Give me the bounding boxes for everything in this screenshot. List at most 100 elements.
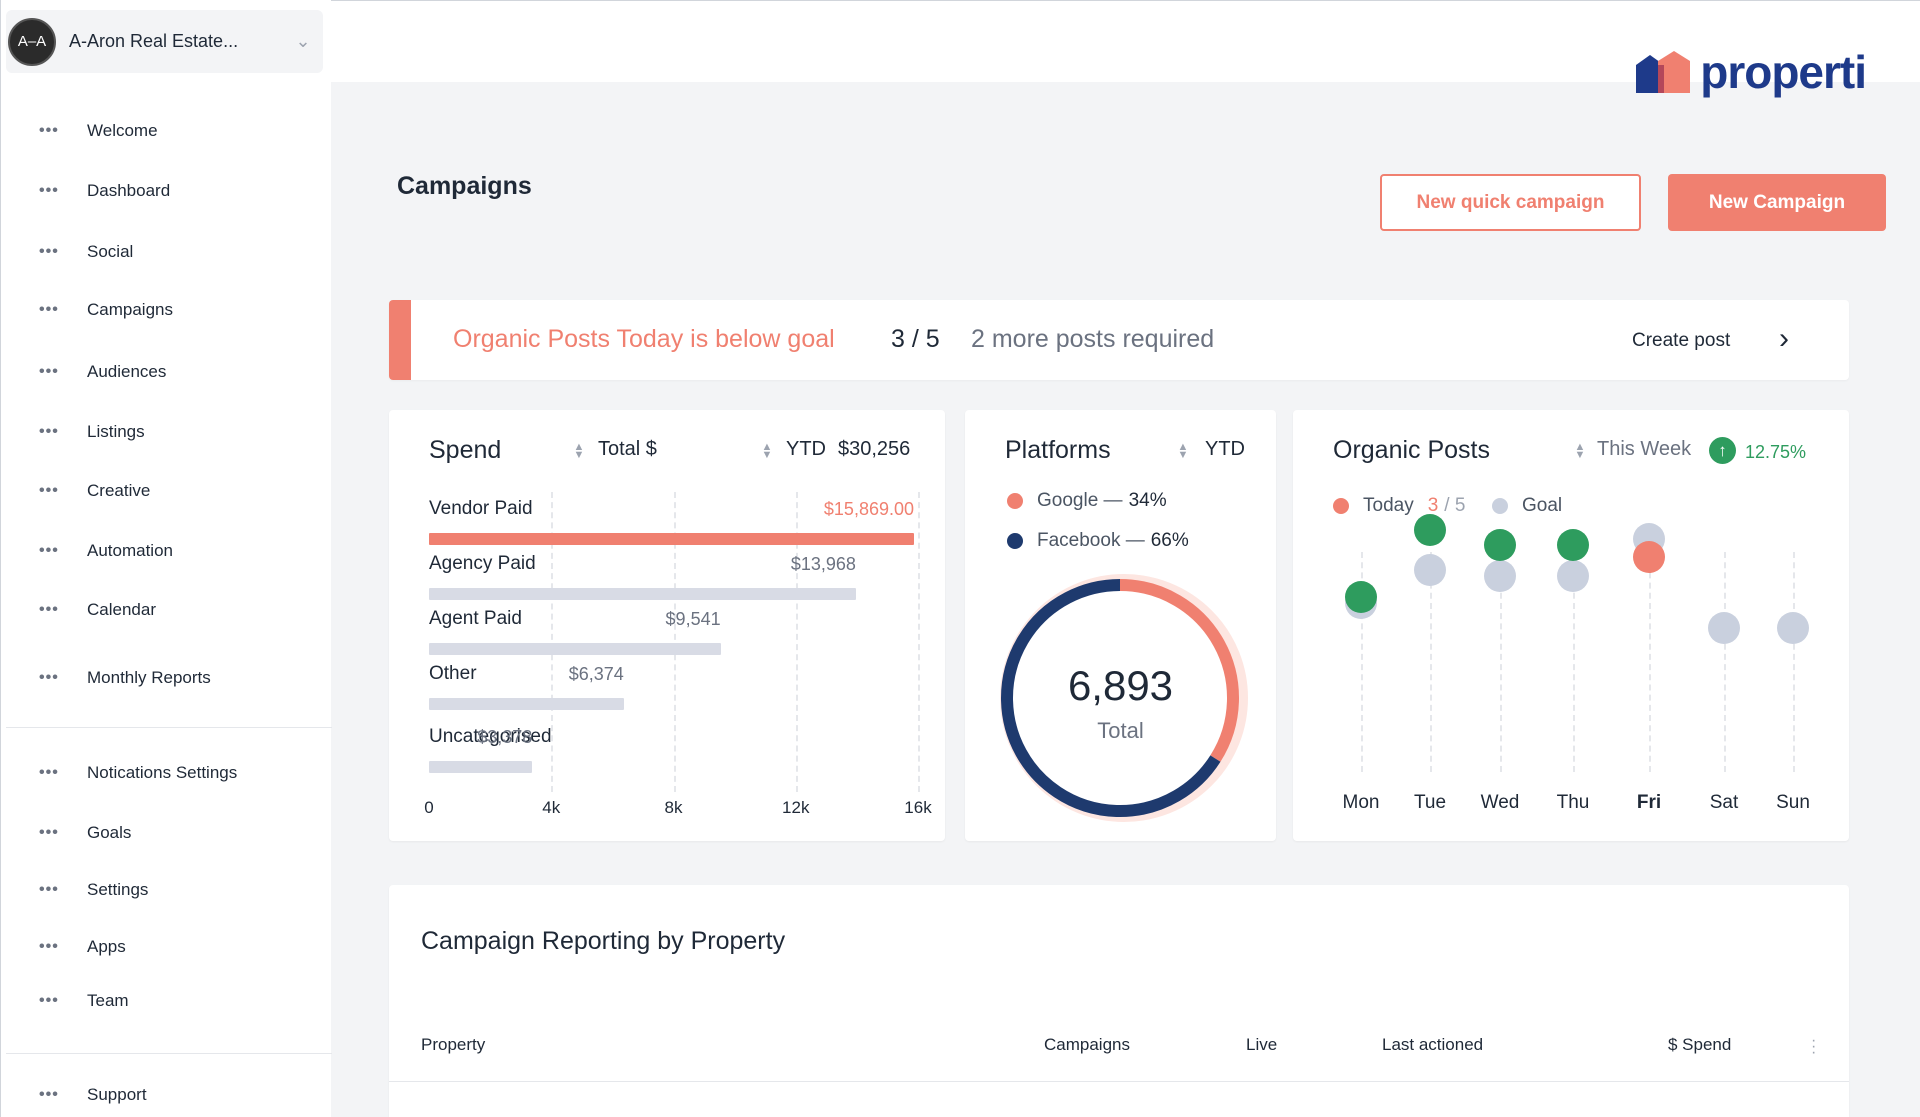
page-title: Campaigns (397, 172, 532, 200)
today-goal: / 5 (1444, 495, 1466, 516)
sort-icon[interactable]: ▲ ▼ (1177, 441, 1189, 461)
goal-dot[interactable] (1777, 612, 1809, 644)
dots-icon: ••• (39, 938, 59, 955)
bar-value-label: $3,378 (477, 727, 533, 747)
legend-label: Goal (1522, 495, 1563, 516)
day-label: Thu (1556, 792, 1590, 813)
goal-dot[interactable] (1484, 559, 1516, 592)
column-header-property[interactable]: Property (421, 1035, 486, 1054)
sidebar-item-apps[interactable]: ••• Apps (39, 932, 126, 962)
sidebar-item-label: Listings (87, 422, 145, 441)
sidebar-item-label: Automation (87, 541, 173, 560)
sort-icon[interactable]: ▲ ▼ (1574, 441, 1586, 461)
sidebar-item-label: Calendar (87, 600, 156, 619)
campaign-reporting-card: Campaign Reporting by Property Property … (389, 885, 1849, 1117)
spend-period[interactable]: YTD (786, 438, 826, 460)
legend-dot (1492, 498, 1508, 514)
platforms-title: Platforms (1005, 436, 1111, 464)
spend-bar[interactable] (429, 698, 624, 710)
column-header-campaigns[interactable]: Campaigns (1044, 1035, 1130, 1054)
donut-slice-google[interactable] (1119, 579, 1239, 762)
chevron-right-icon[interactable]: › (1779, 322, 1789, 355)
nav-divider (6, 1053, 332, 1054)
sidebar-item-settings[interactable]: ••• Settings (39, 875, 148, 905)
dots-icon: ••• (39, 301, 59, 318)
column-header-spend[interactable]: $ Spend (1668, 1035, 1732, 1054)
legend-dot (1007, 493, 1023, 509)
table-divider (389, 1081, 1849, 1082)
alert-count: 3 / 5 (891, 325, 940, 353)
today-dot[interactable] (1557, 529, 1589, 562)
today-dot[interactable] (1633, 541, 1665, 574)
bar-value-label: $6,374 (568, 664, 624, 684)
x-tick-label: 16k (904, 798, 932, 817)
donut-slice-facebook[interactable] (1001, 579, 1221, 817)
spend-bar[interactable] (429, 761, 533, 773)
dots-icon: ••• (39, 824, 59, 841)
sidebar-item-calendar[interactable]: ••• Calendar (39, 595, 156, 625)
sidebar-item-creative[interactable]: ••• Creative (39, 476, 150, 506)
sidebar-item-label: Campaigns (87, 300, 173, 319)
sort-icon[interactable]: ▲ ▼ (573, 441, 585, 461)
grid-line (795, 492, 798, 792)
platforms-period[interactable]: YTD (1205, 438, 1245, 460)
spend-filter[interactable]: Total $ (598, 438, 657, 460)
organic-period[interactable]: This Week (1597, 438, 1692, 460)
new-campaign-button[interactable]: New Campaign (1668, 174, 1886, 231)
sidebar-item-notification-settings[interactable]: ••• Notications Settings (39, 758, 237, 788)
column-header-live[interactable]: Live (1246, 1035, 1278, 1054)
grid-line (918, 492, 920, 792)
dots-icon: ••• (39, 482, 59, 499)
day-guide-line (1430, 552, 1432, 772)
sidebar-item-dashboard[interactable]: ••• Dashboard (39, 176, 170, 206)
today-dot[interactable] (1484, 529, 1516, 562)
legend-label: Google (1037, 490, 1099, 511)
organic-posts-card: Organic Posts ▲ ▼ This Week ↑ 12.75% Toda… (1293, 410, 1849, 841)
sidebar-item-listings[interactable]: ••• Listings (39, 417, 145, 447)
logo-wordmark: properti (1700, 46, 1867, 98)
sidebar-item-support[interactable]: ••• Support (39, 1080, 147, 1110)
dots-icon: ••• (39, 122, 59, 139)
dots-icon: ••• (39, 182, 59, 199)
spend-bar[interactable] (429, 643, 721, 655)
create-post-link[interactable]: Create post (1632, 330, 1731, 351)
sidebar-item-label: Social (87, 242, 134, 261)
sidebar-item-social[interactable]: ••• Social (39, 237, 133, 267)
sidebar-item-monthly-reports[interactable]: ••• Monthly Reports (39, 663, 211, 693)
sidebar-item-welcome[interactable]: ••• Welcome (39, 116, 158, 146)
donut-total-value: 6,893 (1067, 662, 1174, 709)
spend-bar[interactable] (429, 588, 856, 600)
sidebar-item-campaigns[interactable]: ••• Campaigns (39, 295, 173, 325)
sort-icon[interactable]: ▲ ▼ (761, 441, 773, 461)
sidebar-item-team[interactable]: ••• Team (39, 986, 129, 1016)
new-quick-campaign-button[interactable]: New quick campaign (1380, 174, 1641, 231)
column-header-last-actioned[interactable]: Last actioned (1382, 1035, 1484, 1054)
goal-dot[interactable] (1557, 559, 1589, 592)
sidebar-item-label: Apps (87, 937, 126, 956)
bar-category-label: Other (429, 663, 477, 684)
platforms-card: Platforms ▲ ▼ YTD Google — 34% Facebook —… (965, 410, 1276, 841)
goal-dot[interactable] (1708, 612, 1740, 644)
sidebar-item-automation[interactable]: ••• Automation (39, 536, 173, 566)
legend-facebook: Facebook — 66% (1007, 530, 1189, 552)
legend-dot (1007, 533, 1023, 549)
more-options-icon[interactable]: · · · (1811, 1032, 1817, 1061)
spend-card: Spend ▲ ▼ Total $ ▲ ▼ YTD $30,256 0 4k 8k 12k… (389, 410, 945, 841)
dots-icon: ••• (39, 992, 59, 1009)
legend-share: 34% (1128, 490, 1167, 511)
org-switcher[interactable]: A–A A-Aron Real Estate... ⌄ (6, 10, 323, 73)
bar-category-label: Agent Paid (429, 608, 522, 629)
sidebar-item-goals[interactable]: ••• Goals (39, 818, 131, 848)
alert-subtext: 2 more posts required (971, 325, 1215, 353)
organic-title: Organic Posts (1333, 436, 1491, 464)
spend-title: Spend (429, 436, 502, 464)
today-dot[interactable] (1414, 513, 1446, 546)
goal-dot[interactable] (1414, 553, 1446, 586)
legend-label: Facebook (1037, 530, 1121, 551)
brand-logo[interactable]: properti (1636, 45, 1867, 99)
day-label: Sun (1776, 792, 1810, 813)
bar-value-label: $9,541 (665, 609, 721, 629)
today-dot[interactable] (1345, 581, 1377, 614)
sidebar-item-audiences[interactable]: ••• Audiences (39, 357, 166, 387)
spend-bar[interactable] (429, 533, 914, 545)
